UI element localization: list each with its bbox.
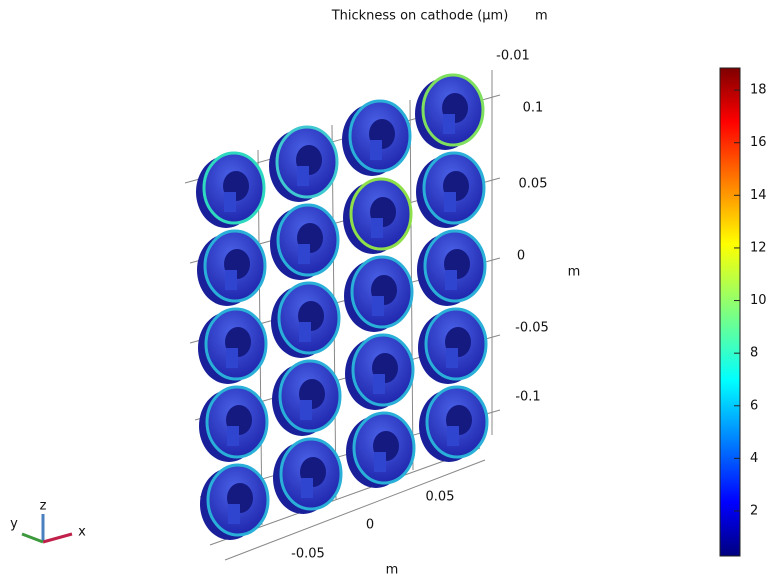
- part-boss: [297, 166, 309, 186]
- triad-label: z: [40, 499, 47, 514]
- triad-label: x: [78, 525, 86, 540]
- part-boss: [446, 348, 458, 368]
- axis-unit: m: [386, 563, 399, 578]
- colorbar-tick-label: 8: [750, 346, 758, 361]
- axis-tick-label: 0: [366, 518, 374, 533]
- part-boss: [373, 374, 385, 394]
- colorbar-tick-label: 4: [750, 451, 758, 466]
- parts: [196, 75, 487, 540]
- part-boss: [445, 270, 457, 290]
- colorbar-tick-label: 12: [750, 240, 767, 255]
- axis-tick-label: 0: [517, 249, 525, 264]
- triad-label: y: [10, 517, 18, 532]
- part-boss: [372, 296, 384, 316]
- plot: Thickness on cathode (μm) m m m z x y -0…: [0, 0, 770, 578]
- part-boss: [299, 322, 311, 342]
- part-boss: [300, 400, 312, 420]
- axis-tick-label: -0.01: [496, 49, 530, 64]
- part-boss: [228, 504, 240, 524]
- axis-tick-label: -0.1: [515, 390, 540, 405]
- axis-tick-label: -0.05: [291, 547, 325, 562]
- part-boss: [226, 348, 238, 368]
- colorbar-tick-label: 18: [750, 83, 767, 98]
- part-boss: [371, 218, 383, 238]
- part-boss: [298, 244, 310, 264]
- part-boss: [443, 114, 455, 134]
- colorbar: [720, 68, 740, 556]
- colorbar-tick-label: 14: [750, 188, 767, 203]
- part-boss: [224, 192, 236, 212]
- part-boss: [227, 426, 239, 446]
- part-boss: [370, 140, 382, 160]
- colorbar-tick-label: 2: [750, 504, 758, 519]
- axis-tick-label: -0.05: [515, 321, 549, 336]
- triad: z x y: [10, 499, 86, 543]
- title: Thickness on cathode (μm): [331, 9, 509, 24]
- axis-unit: m: [568, 265, 581, 280]
- colorbar-tick-label: 16: [750, 135, 767, 150]
- axis-tick-label: 0.05: [426, 490, 455, 505]
- axis-tick-label: 0.05: [519, 177, 548, 192]
- title-unit: m: [535, 9, 548, 24]
- axis-tick-label: 0.1: [523, 101, 544, 116]
- part-boss: [444, 192, 456, 212]
- part-boss: [225, 270, 237, 290]
- colorbar-tick-label: 6: [750, 398, 758, 413]
- part-boss: [374, 452, 386, 472]
- part-boss: [447, 426, 459, 446]
- part-boss: [301, 478, 313, 498]
- colorbar-tick-label: 10: [750, 293, 767, 308]
